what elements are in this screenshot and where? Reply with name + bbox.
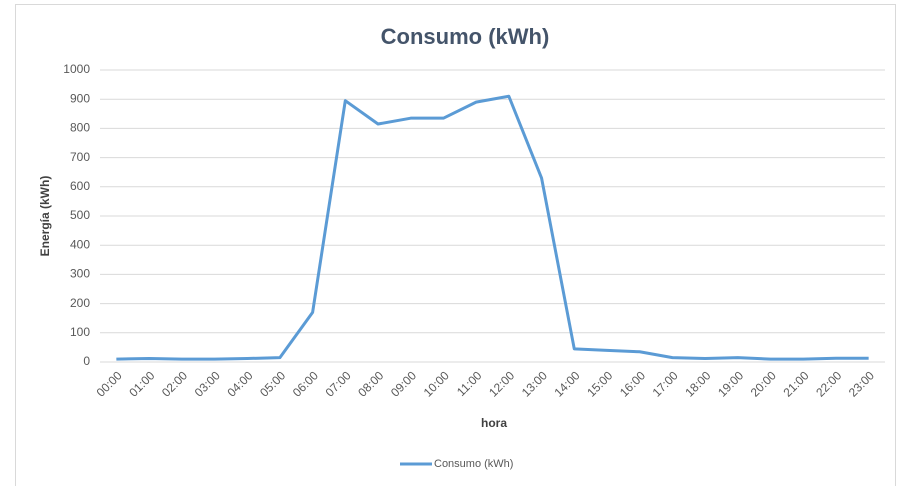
chart-title: Consumo (kWh) <box>381 24 550 49</box>
x-tick-label: 08:00 <box>355 368 386 399</box>
y-tick-label: 700 <box>70 150 90 164</box>
x-tick-label: 01:00 <box>126 368 157 399</box>
y-tick-label: 500 <box>70 208 90 222</box>
x-tick-label: 10:00 <box>421 368 452 399</box>
x-tick-label: 21:00 <box>780 368 811 399</box>
y-tick-label: 400 <box>70 237 90 251</box>
data-line <box>116 94 869 361</box>
y-tick-label: 300 <box>70 267 90 281</box>
x-tick-label: 17:00 <box>650 368 681 399</box>
y-tick-label: 100 <box>70 325 90 339</box>
x-axis-label: hora <box>481 416 507 430</box>
x-tick-label: 05:00 <box>257 368 288 399</box>
x-tick-label: 22:00 <box>813 368 844 399</box>
y-axis-label: Energía (kWh) <box>38 176 52 257</box>
y-tick-label: 1000 <box>63 62 90 76</box>
legend: Consumo (kWh) <box>400 458 513 470</box>
x-tick-label: 06:00 <box>290 368 321 399</box>
x-tick-label: 12:00 <box>486 368 517 399</box>
legend-label: Consumo (kWh) <box>434 458 513 470</box>
y-tick-label: 200 <box>70 296 90 310</box>
x-tick-label: 14:00 <box>552 368 583 399</box>
x-tick-label: 16:00 <box>617 368 648 399</box>
x-tick-label: 02:00 <box>159 368 190 399</box>
y-tick-label: 600 <box>70 179 90 193</box>
x-tick-label: 20:00 <box>748 368 779 399</box>
x-tick-label: 18:00 <box>682 368 713 399</box>
x-tick-label: 07:00 <box>323 368 354 399</box>
chart-frame <box>15 4 896 486</box>
x-tick-label: 03:00 <box>192 368 223 399</box>
x-tick-label: 04:00 <box>224 368 255 399</box>
x-tick-label: 09:00 <box>388 368 419 399</box>
x-tick-label: 15:00 <box>584 368 615 399</box>
x-tick-label: 23:00 <box>846 368 877 399</box>
x-tick-label: 00:00 <box>94 368 125 399</box>
y-tick-label: 800 <box>70 121 90 135</box>
y-tick-label: 0 <box>83 354 90 368</box>
y-tick-label: 900 <box>70 91 90 105</box>
x-tick-label: 11:00 <box>454 368 485 399</box>
x-tick-label: 13:00 <box>519 368 550 399</box>
x-tick-label: 19:00 <box>715 368 746 399</box>
